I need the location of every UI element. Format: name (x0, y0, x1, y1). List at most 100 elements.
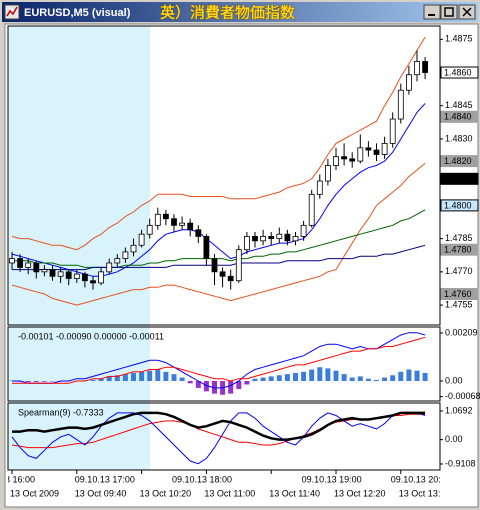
candle-body (260, 236, 267, 242)
price-level-box (440, 243, 479, 256)
candle-body (341, 156, 348, 160)
y-tick-label: 1.4785 (445, 233, 473, 243)
histogram-bar (325, 368, 331, 382)
histogram-bar (171, 374, 177, 382)
histogram-bar (309, 369, 315, 382)
candle-body (187, 222, 194, 231)
close-glyph (462, 7, 472, 17)
candle-body (308, 193, 315, 226)
price-level-label: 1.4780 (444, 245, 472, 255)
series-line (12, 244, 426, 271)
candle-body (357, 147, 364, 162)
icon-glyph (6, 6, 18, 17)
histogram-bar (406, 369, 412, 382)
histogram-bar (236, 381, 242, 390)
histogram-bar (284, 374, 290, 382)
histogram-bar (382, 377, 388, 382)
candle-body (284, 233, 291, 242)
histogram-bar (195, 381, 201, 388)
x-tick-label-top: 09.10.13 20:00 (391, 474, 451, 484)
histogram-bar (122, 374, 128, 382)
candle-body (82, 273, 88, 282)
maximize-button[interactable] (440, 4, 458, 20)
histogram-bar (268, 376, 274, 382)
x-tick-label-top: 09.10.13 19:00 (302, 474, 362, 484)
y-tick-label: 0.00 (445, 434, 463, 444)
candle-body (90, 280, 96, 284)
price-level-label: 1.4760 (444, 289, 472, 299)
candle-body (333, 156, 339, 166)
candle-body (414, 61, 420, 76)
price-level-box (440, 287, 479, 300)
x-tick-label: 13 Oct 09:40 (75, 488, 127, 498)
candle-body (122, 251, 129, 259)
plot (9, 332, 428, 395)
y-tick-label: 0.00 (445, 375, 463, 385)
x-tick-label: 13 Oct 10:20 (140, 488, 192, 498)
candle-body (292, 236, 299, 242)
histogram-bar (374, 379, 379, 382)
y-tick-label: 1.4830 (445, 133, 473, 143)
histogram-bar (341, 374, 347, 382)
candle-body (219, 271, 226, 277)
price-level-label: 1.4800 (444, 200, 472, 210)
window-buttons (423, 4, 476, 20)
candle-body (227, 275, 234, 282)
candle-body (171, 218, 177, 226)
plot (9, 36, 429, 306)
candle-body (422, 61, 429, 73)
price-level-box (440, 155, 479, 168)
banner-text: 英）消費者物価指数 (160, 4, 296, 22)
candle-body (57, 271, 64, 277)
histogram-bar (357, 376, 363, 382)
x-tick-label: 13 Oct 11:40 (269, 488, 320, 498)
x-tick-label: 13 Oct 13:00 (399, 488, 451, 498)
candle-body (17, 258, 24, 268)
candle-body (405, 74, 412, 91)
price-level-box (440, 110, 479, 123)
histogram-bar (228, 381, 234, 394)
x-tick-label: 13 Oct 2009 (10, 488, 59, 498)
candle-body (41, 269, 48, 273)
candle-body (381, 142, 388, 155)
plot (11, 411, 426, 465)
histogram-bar (163, 371, 169, 382)
candle-body (300, 224, 307, 237)
price-level-box (440, 199, 479, 212)
candle-body (349, 158, 356, 162)
candle-body (324, 165, 331, 182)
price-level-label: 1.4840 (444, 112, 472, 122)
y-tick-label: 0.00209 (445, 327, 478, 337)
candle-body (146, 224, 153, 235)
x-tick-label-top: 09.10.13 16:00 (0, 474, 35, 484)
candle-body (73, 273, 80, 279)
histogram-bar (398, 371, 404, 382)
time-axis: 13 Oct 2009 13 Oct 09:40 13 Oct 10:20 13 Oc… (0, 470, 451, 498)
price-level-box (440, 172, 479, 185)
histogram-bar (422, 372, 428, 382)
candle-body (235, 249, 242, 282)
candle-body (211, 258, 218, 273)
histogram-bar (131, 372, 136, 382)
candle-body (389, 118, 396, 144)
series-line (12, 209, 426, 268)
candle-body (243, 236, 250, 251)
histogram-bar (260, 377, 266, 382)
histogram-bar (365, 378, 371, 382)
title-bar (2, 2, 478, 22)
candle-body (179, 222, 186, 226)
price-level-label: 1.4812 (444, 174, 472, 184)
minimize-button[interactable] (423, 4, 441, 20)
series-line (11, 36, 426, 251)
histogram-bar (317, 367, 323, 382)
histogram-bar (147, 370, 153, 382)
y-tick-label: 1.4755 (445, 299, 473, 309)
candle-body (130, 244, 137, 253)
window-title: EURUSD,M5 (visual) (24, 7, 131, 19)
histogram-bar (98, 378, 104, 382)
candle-body (138, 233, 145, 246)
series-line (11, 103, 426, 277)
y-tick-label: 1.0692 (445, 405, 473, 415)
series-line (12, 332, 426, 389)
candle-body (276, 233, 283, 240)
